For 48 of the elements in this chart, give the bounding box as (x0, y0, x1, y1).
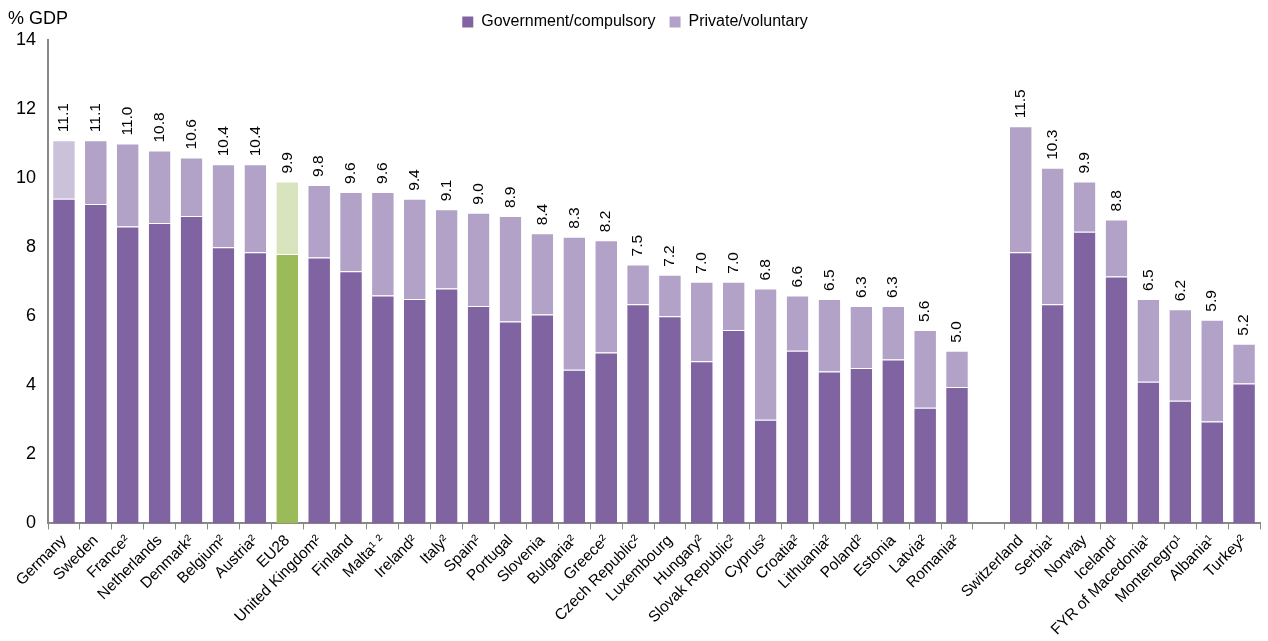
total-label: 10.4 (213, 125, 231, 157)
total-label: 9.6 (373, 162, 391, 184)
total-label: 8.8 (1106, 190, 1124, 212)
total-label: 5.2 (1234, 314, 1252, 336)
total-label: 11.5 (1011, 89, 1029, 119)
total-label: 9.8 (309, 155, 327, 178)
y-tick-label: 14 (15, 28, 37, 49)
total-label: 6.3 (851, 276, 869, 298)
total-label: 11.0 (118, 106, 136, 136)
y-tick-label: 6 (26, 305, 37, 326)
total-label: 6.6 (787, 265, 805, 288)
total-label: 9.9 (1074, 152, 1092, 174)
total-label: 7.2 (660, 245, 678, 267)
total-label: 8.3 (564, 207, 582, 229)
y-tick-label: 10 (15, 167, 37, 188)
total-label: 6.8 (755, 259, 773, 281)
legend-label: Government/compulsory (481, 12, 656, 30)
legend-label: Private/voluntary (688, 12, 808, 30)
total-label: 10.3 (1042, 129, 1060, 160)
total-label: 9.6 (341, 162, 359, 184)
total-label: 7.0 (692, 251, 710, 274)
total-label: 9.1 (436, 179, 454, 202)
total-label: 8.9 (500, 186, 518, 209)
total-label: 6.5 (1138, 269, 1156, 291)
total-label: 5.9 (1202, 290, 1220, 312)
total-label: 11.1 (54, 103, 72, 133)
y-tick-label: 8 (26, 236, 37, 257)
y-axis-title: % GDP (8, 7, 69, 28)
total-label: 10.8 (149, 112, 167, 143)
total-label: 9.9 (277, 152, 295, 174)
y-tick-label: 12 (15, 98, 37, 119)
total-label: 9.4 (405, 168, 423, 191)
total-label: 5.0 (947, 320, 965, 343)
total-label: 9.0 (468, 182, 486, 205)
total-label: 10.4 (245, 125, 263, 157)
total-label: 7.5 (628, 234, 646, 257)
y-tick-label: 0 (26, 512, 37, 533)
total-label: 10.6 (181, 119, 199, 150)
total-label: 7.0 (724, 251, 742, 274)
total-label: 8.4 (532, 203, 550, 226)
total-label: 6.2 (1170, 279, 1188, 302)
total-label: 6.3 (883, 276, 901, 298)
total-label: 11.1 (86, 103, 104, 133)
total-label: 5.6 (915, 300, 933, 323)
y-tick-label: 4 (26, 374, 37, 395)
total-label: 8.2 (596, 210, 614, 233)
y-tick-label: 2 (26, 443, 37, 464)
total-label: 6.5 (819, 269, 837, 291)
